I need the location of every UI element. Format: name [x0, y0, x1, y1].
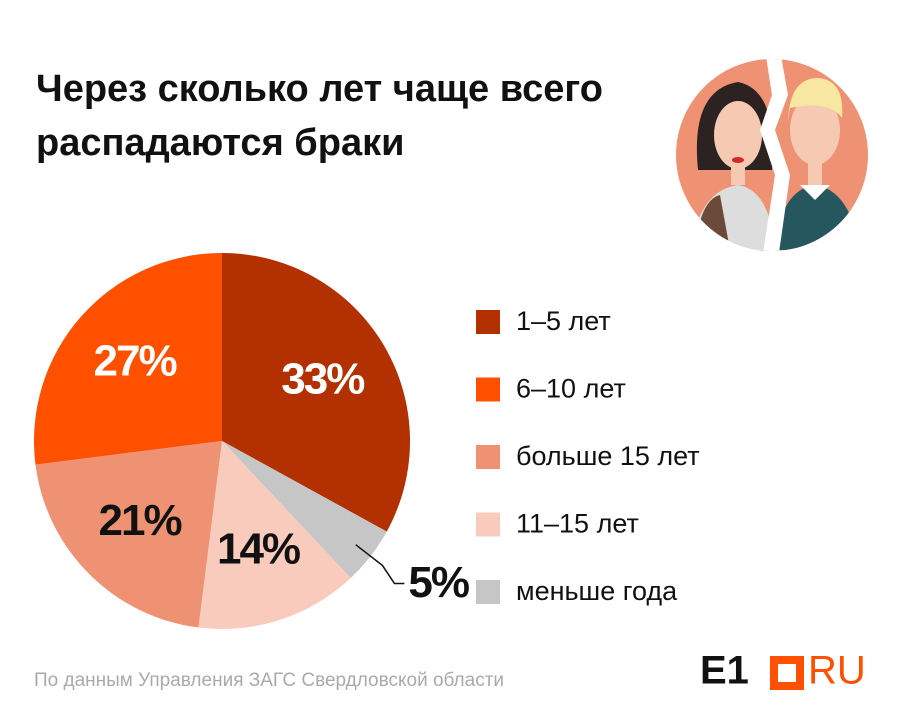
legend-swatch — [476, 377, 500, 402]
data-label: 21% — [99, 496, 182, 545]
pie-slice — [198, 441, 351, 629]
legend-swatch — [476, 580, 500, 604]
legend-label: 1–5 лет — [516, 306, 611, 336]
legend-swatch — [476, 445, 500, 469]
pie-slice — [222, 253, 411, 532]
source: По данным Управления ЗАГС Свердловской о… — [34, 670, 504, 691]
legend-swatch — [476, 310, 500, 334]
legend-swatch — [476, 512, 500, 537]
logo-square-inner — [778, 664, 796, 682]
chart-title: Через сколько лет чаще всего распадаются… — [36, 68, 603, 164]
legend-label: меньше года — [516, 576, 678, 606]
pie-slice — [222, 441, 387, 579]
legend-label: 6–10 лет — [516, 374, 626, 404]
legend-label: больше 15 лет — [516, 441, 700, 471]
logo-domain: RU — [808, 649, 866, 693]
pie-slice — [35, 441, 222, 628]
data-label: 14% — [217, 524, 300, 573]
pie-slice — [33, 252, 222, 465]
data-label: 5% — [408, 558, 468, 607]
leader-line — [355, 544, 405, 585]
data-label: 33% — [281, 354, 364, 403]
data-label: 27% — [94, 337, 177, 386]
logo-brand: E1 — [700, 649, 749, 693]
logo: E1 RU — [700, 649, 866, 693]
legend-label: 11–15 лет — [516, 509, 639, 539]
illustration — [676, 59, 868, 251]
